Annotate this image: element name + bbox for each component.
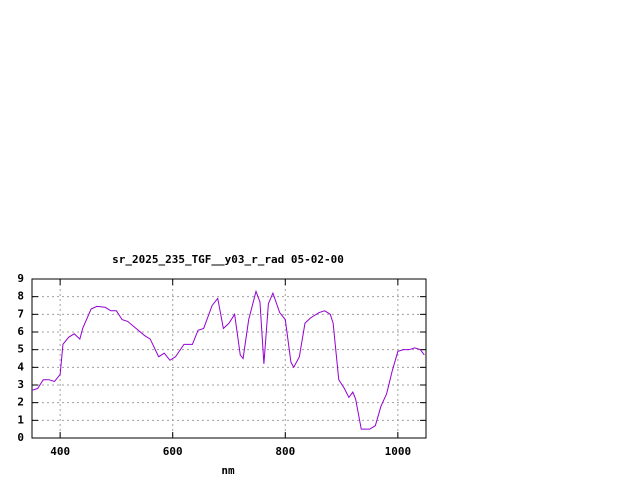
y-tick-label: 0 [17,431,24,444]
x-tick-label: 800 [275,445,295,458]
y-tick-label: 2 [17,396,24,409]
y-tick-label: 5 [17,343,24,356]
x-tick-label: 1000 [385,445,412,458]
y-tick-label: 4 [17,360,24,373]
y-tick-label: 1 [17,413,24,426]
y-tick-label: 9 [17,272,24,285]
x-tick-label: 600 [163,445,183,458]
y-tick-label: 7 [17,307,24,320]
x-axis-label: nm [221,464,235,477]
chart-title: sr_2025_235_TGF__y03_r_rad 05-02-00 [112,253,344,266]
x-tick-label: 400 [50,445,70,458]
data-line [31,289,425,430]
y-tick-label: 6 [17,325,24,338]
plot-border [31,278,427,439]
y-tick-label: 8 [17,290,24,303]
y-tick-label: 3 [17,378,24,391]
